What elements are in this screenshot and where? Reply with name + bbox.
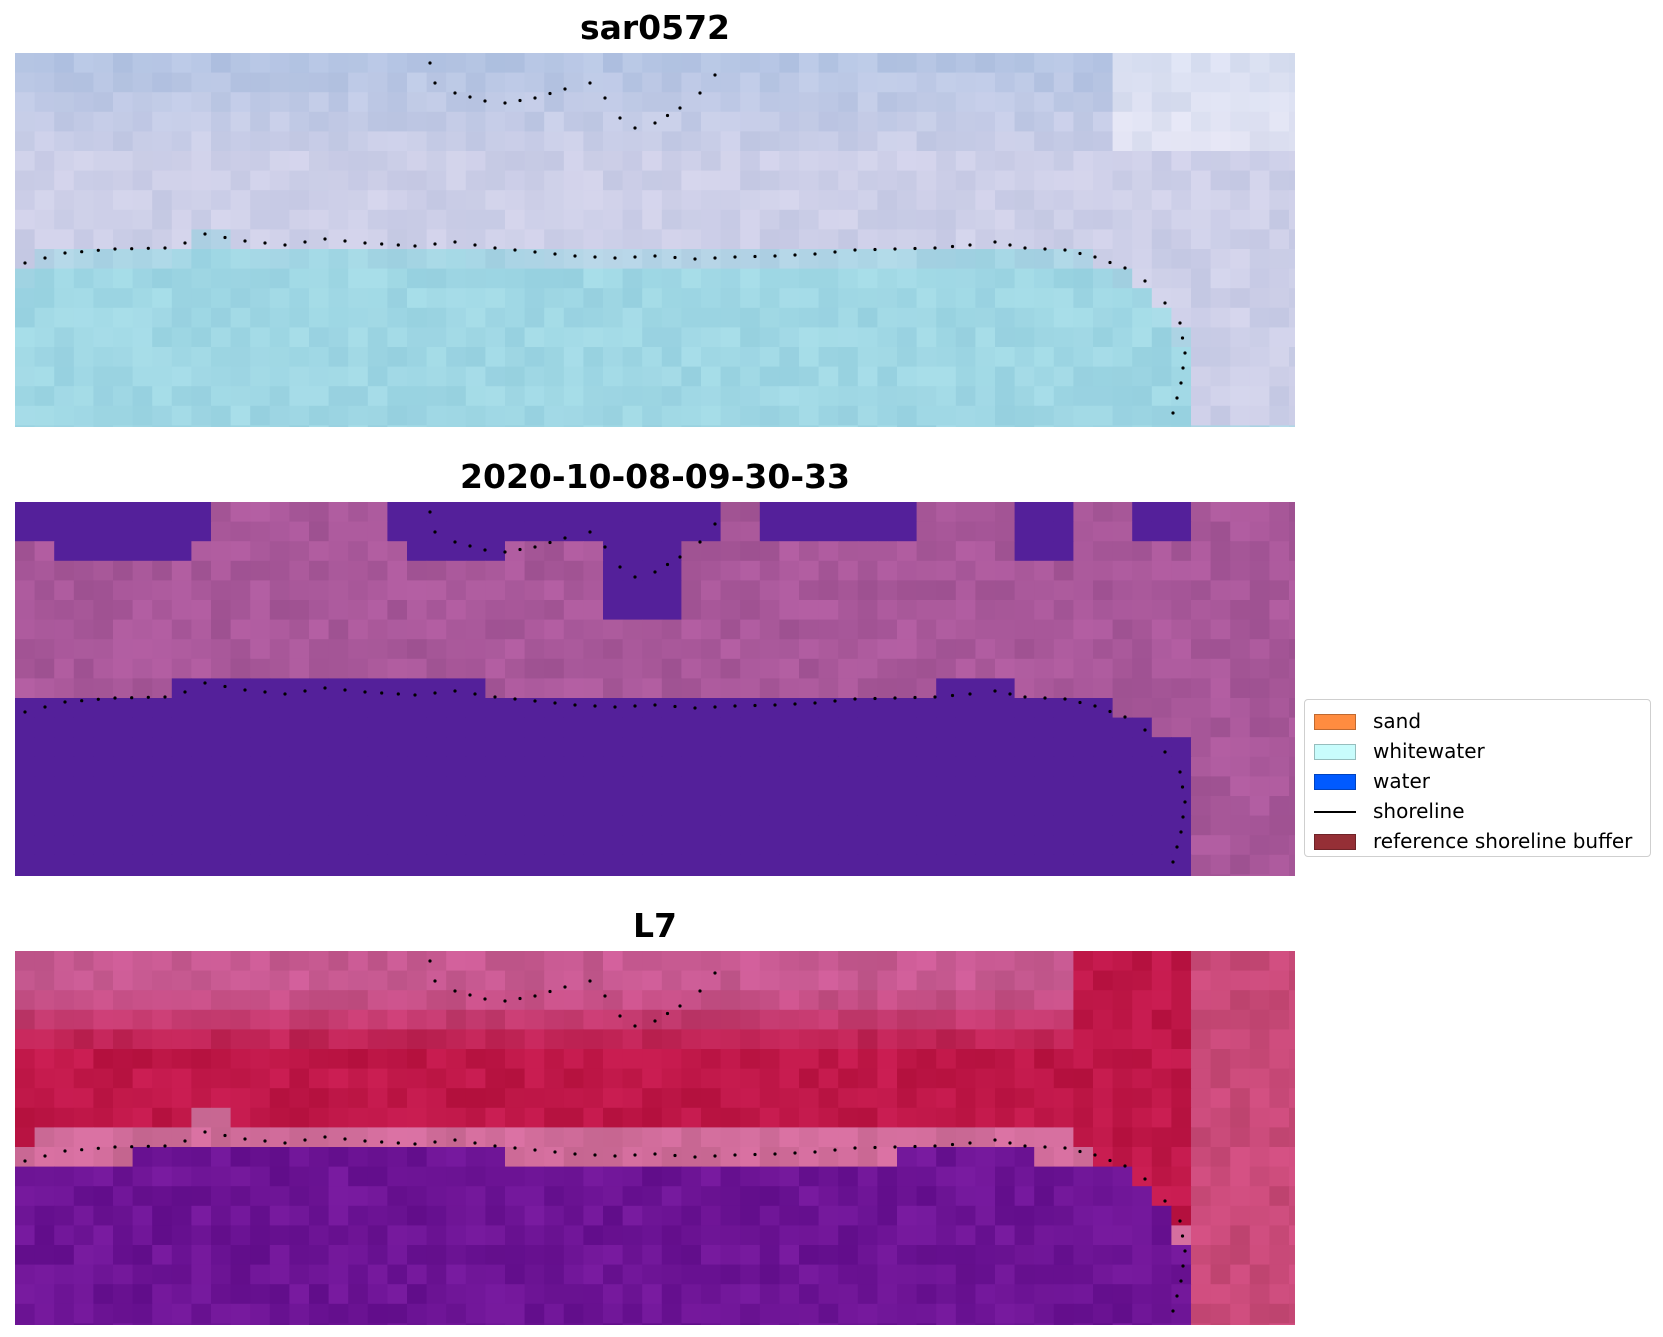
reference-buffer-swatch xyxy=(1314,834,1356,850)
index-image xyxy=(15,951,1295,1325)
sand-swatch xyxy=(1314,714,1356,730)
rgb-image xyxy=(15,53,1295,427)
shoreline-line-sample xyxy=(1314,811,1356,813)
shoreline-points xyxy=(23,510,1187,864)
whitewater-swatch xyxy=(1314,744,1356,760)
water-swatch xyxy=(1314,774,1356,790)
legend-label-water: water xyxy=(1373,769,1430,793)
shoreline-points xyxy=(23,959,1187,1313)
image-panel-index xyxy=(15,951,1295,1325)
legend-label-sand: sand xyxy=(1373,709,1422,733)
legend-label-shoreline: shoreline xyxy=(1373,799,1465,823)
classified-image xyxy=(15,502,1295,876)
legend: sand whitewater water shoreline referenc… xyxy=(1304,699,1651,857)
legend-label-whitewater: whitewater xyxy=(1373,739,1485,763)
legend-item-sand: sand xyxy=(1305,706,1650,736)
panel-title-index: L7 xyxy=(633,906,677,945)
image-panel-rgb xyxy=(15,53,1295,427)
image-panel-classified xyxy=(15,502,1295,876)
legend-item-whitewater: whitewater xyxy=(1305,736,1650,766)
legend-item-shoreline: shoreline xyxy=(1305,796,1650,826)
legend-item-water: water xyxy=(1305,766,1650,796)
panel-title-rgb: sar0572 xyxy=(579,8,731,47)
shoreline-points xyxy=(23,61,1187,415)
legend-item-reference-buffer: reference shoreline buffer xyxy=(1305,826,1650,856)
legend-label-reference-buffer: reference shoreline buffer xyxy=(1373,829,1633,853)
panel-title-classified: 2020-10-08-09-30-33 xyxy=(460,457,850,496)
